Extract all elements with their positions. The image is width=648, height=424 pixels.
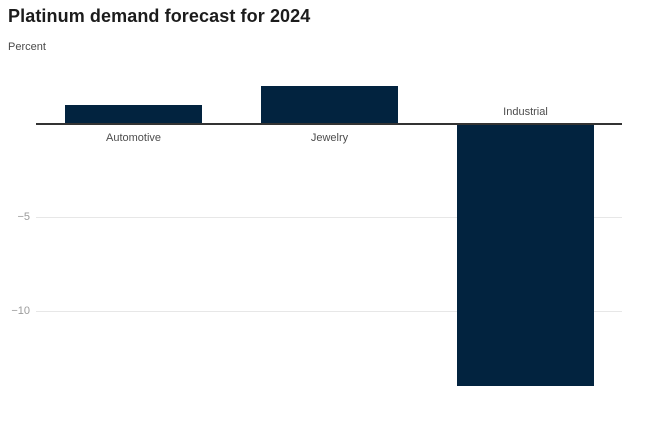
gridline	[36, 216, 622, 218]
bar-automotive[interactable]	[65, 104, 202, 124]
y-axis-tick-label: −5	[17, 211, 30, 224]
chart-subtitle: Percent	[8, 41, 46, 53]
y-axis-tick-label: −10	[11, 305, 30, 317]
bar-jewelry[interactable]	[261, 86, 398, 124]
category-label-automotive: Automotive	[105, 131, 162, 144]
chart-title: Platinum demand forecast for 2024	[8, 6, 311, 26]
zero-axis-line	[36, 122, 622, 125]
category-label-jewelry: Jewelry	[310, 131, 349, 144]
gridline	[36, 310, 622, 312]
category-label-industrial: Industrial	[503, 105, 548, 118]
bar-industrial[interactable]	[457, 123, 594, 386]
